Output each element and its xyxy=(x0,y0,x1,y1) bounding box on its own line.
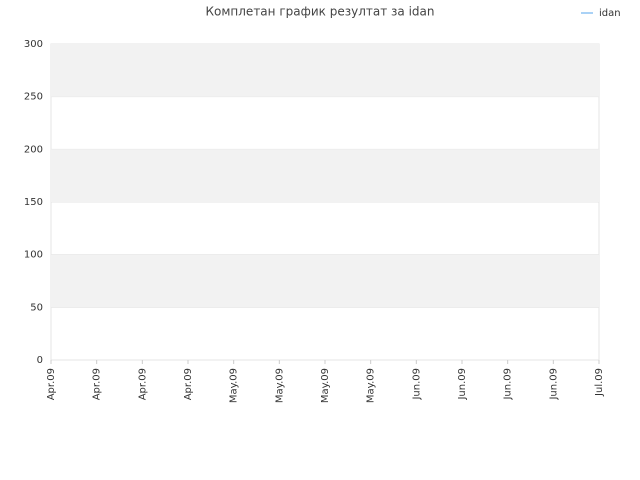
x-tick-label: Jun.09 xyxy=(548,368,559,401)
y-tick-label: 200 xyxy=(24,144,43,155)
y-tick-label: 0 xyxy=(37,355,43,366)
grid-band xyxy=(51,149,599,202)
x-tick-label: Apr.09 xyxy=(92,368,103,400)
grid-band xyxy=(51,44,599,97)
y-tick-label: 150 xyxy=(24,197,43,208)
x-tick-label: May.09 xyxy=(366,368,377,403)
x-tick-label: Jul.09 xyxy=(594,368,605,397)
x-tick-label: Apr.09 xyxy=(137,368,148,400)
x-tick-label: Jun.09 xyxy=(411,368,422,401)
chart-title: Комплетан график резултат за idan xyxy=(206,5,435,19)
y-tick-label: 50 xyxy=(30,302,43,313)
x-tick-label: May.09 xyxy=(229,368,240,403)
grid-band xyxy=(51,254,599,308)
x-tick-label: Jun.09 xyxy=(503,368,514,401)
x-tick-label: May.09 xyxy=(320,368,331,403)
x-tick-label: Apr.09 xyxy=(46,368,57,400)
x-tick-label: Apr.09 xyxy=(183,368,194,400)
x-tick-label: Jun.09 xyxy=(457,368,468,401)
y-tick-label: 300 xyxy=(24,39,43,50)
x-tick-label: May.09 xyxy=(274,368,285,403)
y-tick-label: 100 xyxy=(24,250,43,261)
legend-label: idan xyxy=(599,8,621,19)
y-tick-label: 250 xyxy=(24,92,43,103)
